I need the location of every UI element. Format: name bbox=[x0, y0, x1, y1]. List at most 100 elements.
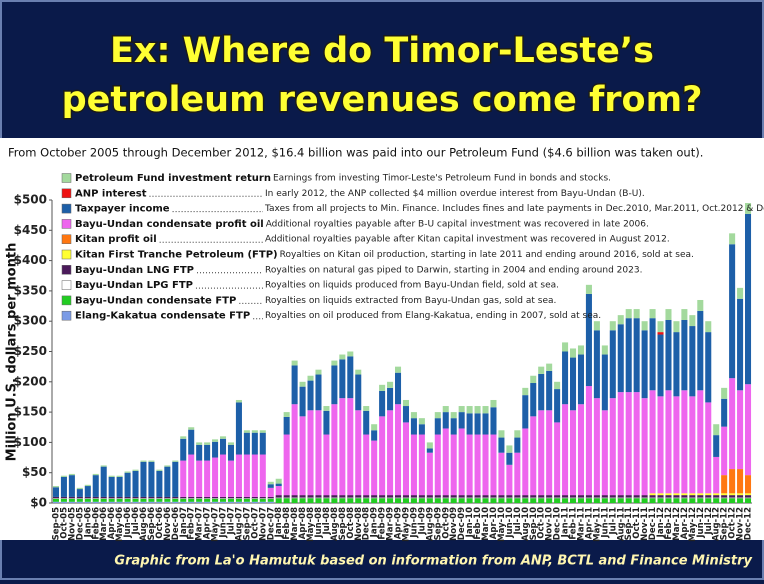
bar-segment bbox=[299, 386, 306, 417]
bar-segment bbox=[641, 498, 648, 503]
bar-segment bbox=[259, 498, 266, 499]
bar-segment bbox=[554, 381, 561, 390]
y-tick-label: $400 bbox=[14, 253, 47, 267]
y-tick-label: $450 bbox=[14, 223, 47, 237]
bar-segment bbox=[569, 497, 577, 499]
bar-segment bbox=[84, 498, 91, 499]
bar-segment bbox=[148, 460, 155, 462]
bar-segment bbox=[299, 495, 306, 498]
y-axis-label: Million U.S. dollars per month bbox=[5, 243, 20, 462]
bar-segment bbox=[108, 475, 115, 477]
bar-segment bbox=[713, 493, 720, 496]
bar-segment bbox=[371, 430, 378, 441]
bar-segment bbox=[84, 501, 91, 503]
bar-segment bbox=[180, 498, 187, 502]
bar-segment bbox=[601, 495, 608, 498]
plot: $0 $50 $100 $150 $200 $250 $300 $350 $400 $450 $50… bbox=[14, 173, 764, 542]
bar-segment bbox=[100, 498, 107, 499]
bar-segment bbox=[577, 497, 585, 499]
bar-segment bbox=[76, 501, 83, 503]
bar-segment bbox=[172, 498, 179, 502]
bar-segment bbox=[60, 498, 68, 499]
bar-segment bbox=[196, 501, 203, 503]
bar-segment bbox=[307, 375, 314, 381]
bar-segment bbox=[188, 429, 195, 455]
legend-description: Additional royalties payable after B-U c… bbox=[266, 219, 649, 229]
x-tick-label: Feb-10 bbox=[473, 507, 483, 540]
bar-segment bbox=[657, 497, 664, 499]
bar-segment bbox=[577, 495, 584, 498]
bar-segment bbox=[212, 439, 219, 442]
x-tick-label: Aug-11 bbox=[616, 507, 626, 541]
x-tick-label: Oct-11 bbox=[632, 507, 642, 539]
x-tick-label: Dec-10 bbox=[553, 507, 563, 540]
bar-segment bbox=[593, 398, 600, 496]
bar-segment bbox=[713, 456, 720, 494]
bar-segment bbox=[52, 487, 59, 497]
bar-segment bbox=[68, 501, 75, 503]
bar-segment bbox=[474, 498, 481, 503]
bar-segment bbox=[745, 475, 752, 494]
bar-segment bbox=[577, 404, 584, 496]
legend-swatch bbox=[61, 188, 72, 199]
bar-segment bbox=[315, 495, 322, 498]
bar-segment bbox=[474, 406, 481, 414]
bar-segment bbox=[418, 498, 425, 503]
legend-swatch bbox=[61, 265, 72, 275]
bar-segment bbox=[251, 496, 258, 499]
bar-segment bbox=[402, 498, 409, 503]
bar-segment bbox=[299, 497, 306, 499]
bar-segment bbox=[188, 498, 195, 499]
bar-segment bbox=[124, 472, 131, 497]
bar-segment bbox=[426, 448, 433, 453]
bar-segment bbox=[124, 498, 131, 502]
bar-segment bbox=[410, 497, 418, 499]
y-tick-label: $500 bbox=[14, 193, 47, 207]
bar-segment bbox=[355, 497, 362, 499]
bar-segment bbox=[402, 406, 409, 423]
bar-segment bbox=[585, 284, 592, 294]
bar-segment bbox=[132, 496, 139, 499]
bar-segment bbox=[482, 498, 489, 503]
bar-segment bbox=[251, 501, 258, 503]
bar-segment bbox=[434, 412, 441, 419]
bar-segment bbox=[370, 497, 378, 499]
bar-segment bbox=[395, 366, 402, 373]
bar-segment bbox=[482, 413, 489, 435]
bar-segment bbox=[363, 410, 370, 435]
bar-segment bbox=[227, 496, 234, 499]
bar-segment bbox=[554, 422, 561, 496]
bar-segment bbox=[52, 501, 59, 503]
bar-segment bbox=[530, 495, 537, 498]
bar-segment bbox=[307, 497, 314, 499]
x-tick-label: Oct-12 bbox=[728, 507, 738, 539]
bar-segment bbox=[323, 406, 330, 411]
bar-segment bbox=[729, 469, 736, 494]
bar-segment bbox=[323, 497, 330, 499]
bar-segment bbox=[339, 498, 346, 503]
bar-segment bbox=[259, 454, 266, 497]
bar-segment bbox=[140, 461, 147, 497]
bar-segment bbox=[291, 360, 298, 366]
bar-segment bbox=[617, 392, 624, 496]
bar-segment bbox=[562, 498, 569, 503]
bar-segment bbox=[227, 460, 234, 497]
bar-segment bbox=[172, 461, 179, 497]
bar-segment bbox=[426, 498, 433, 503]
x-tick-label: Nov-12 bbox=[736, 507, 746, 541]
bar-segment bbox=[402, 495, 409, 498]
bar-segment bbox=[585, 386, 592, 496]
bar-segment bbox=[737, 469, 744, 494]
bar-segment bbox=[219, 498, 227, 499]
bar-segment bbox=[617, 315, 624, 325]
bar-segment bbox=[418, 424, 425, 435]
bar-segment bbox=[243, 501, 250, 503]
bar-segment bbox=[227, 444, 234, 461]
x-tick-label: Apr-10 bbox=[489, 507, 499, 539]
bar-segment bbox=[538, 495, 545, 498]
bar-segment bbox=[283, 498, 290, 503]
bar-segment bbox=[172, 496, 179, 499]
x-tick-label: Sep-12 bbox=[720, 507, 730, 540]
x-tick-label: Mar-08 bbox=[290, 507, 300, 541]
bar-segment bbox=[641, 497, 648, 499]
